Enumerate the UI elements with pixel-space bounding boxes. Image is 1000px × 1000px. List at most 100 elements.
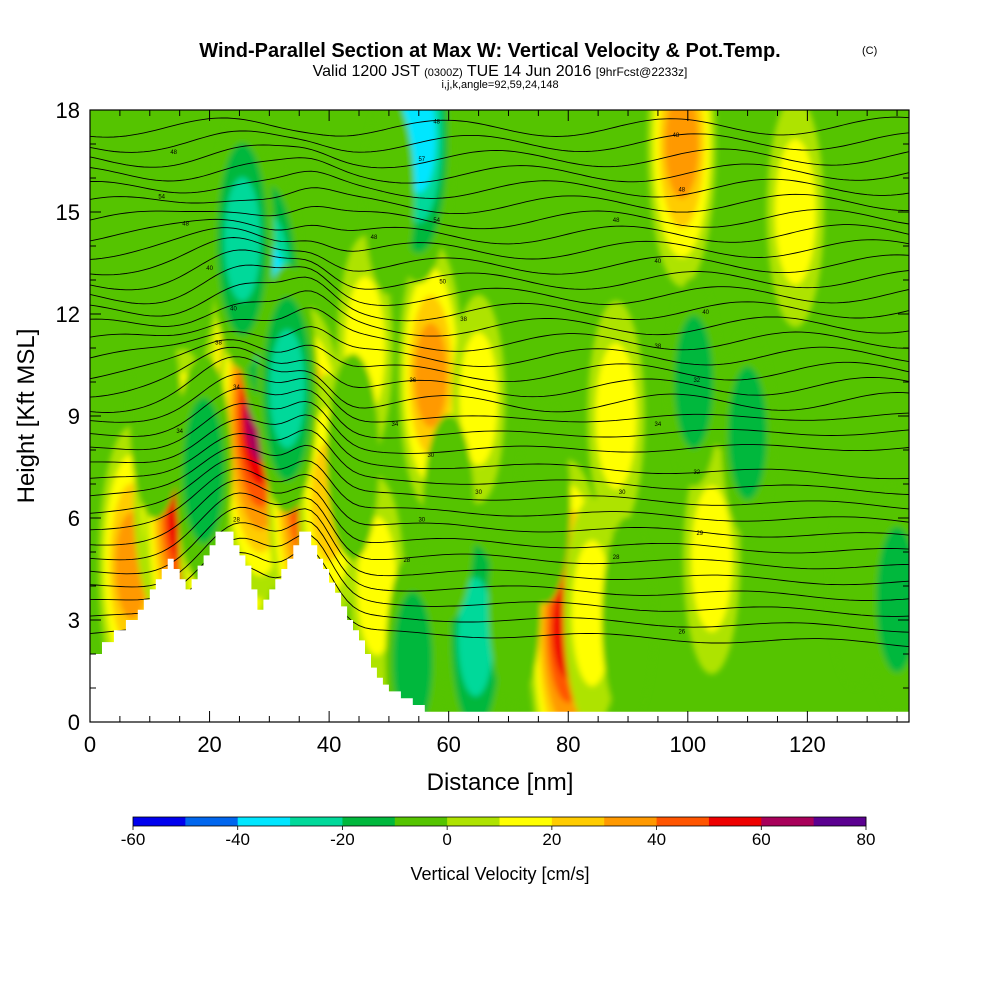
theta-contour-label: 28	[233, 517, 240, 523]
velocity-cell	[363, 110, 415, 295]
subtitle-utc: (0300Z)	[424, 67, 463, 79]
theta-contour	[90, 468, 909, 538]
theta-contour-label: 50	[439, 279, 446, 285]
theta-contour-label: 34	[392, 422, 399, 428]
theta-contour-label: 32	[693, 470, 700, 476]
theta-contour	[90, 205, 909, 230]
velocity-cell	[385, 551, 441, 722]
theta-contour-label: 48	[433, 120, 440, 126]
theta-contour-label: 34	[176, 429, 183, 435]
theta-contour-label: 34	[655, 422, 662, 428]
velocity-cell-level	[829, 484, 882, 688]
theta-contour-label: 48	[678, 188, 685, 194]
velocity-cell-level	[224, 177, 261, 301]
chart-title: Wind-Parallel Section at Max W: Vertical…	[199, 40, 780, 62]
theta-contour	[90, 227, 909, 260]
theta-contour	[90, 479, 909, 554]
velocity-cell-level	[601, 517, 655, 722]
colorbar-swatch	[447, 817, 500, 826]
theta-contour-label: 48	[673, 133, 680, 139]
velocity-cell	[868, 484, 909, 715]
theta-contour-label: 40	[702, 310, 709, 316]
theta-contour	[90, 387, 909, 439]
velocity-cell-level	[183, 397, 224, 544]
theta-contour-label: 40	[655, 259, 662, 265]
theta-contour-label: 28	[613, 555, 620, 561]
x-axis-title: Distance [nm]	[427, 769, 574, 796]
velocity-cell	[829, 484, 882, 688]
velocity-cell	[518, 398, 571, 604]
chart-title-group: Wind-Parallel Section at Max W: Vertical…	[199, 40, 877, 91]
theta-contour-label: 29	[696, 531, 703, 537]
x-tick-label: 60	[436, 732, 460, 757]
y-tick-label: 3	[68, 608, 80, 633]
x-tick-label: 20	[197, 732, 221, 757]
colorbar-tick-label: 0	[442, 830, 451, 849]
y-tick-label: 15	[56, 200, 80, 225]
theta-contour-label: 34	[233, 385, 240, 391]
theta-contour-label: 38	[215, 341, 222, 347]
velocity-cell-level	[422, 415, 475, 621]
velocity-cell-level	[728, 366, 767, 500]
colorbar-tick-label: 20	[542, 830, 561, 849]
velocity-cell	[256, 264, 318, 514]
colorbar-swatch	[133, 817, 186, 826]
velocity-cell-level	[393, 591, 433, 722]
theta-contour	[90, 130, 909, 153]
subtitle-forecast: [9hrFcst@2233z]	[596, 65, 688, 79]
terrain-mask	[90, 531, 909, 722]
velocity-cell-level	[269, 329, 306, 448]
theta-contour	[90, 307, 909, 352]
chart-subtitle-indices: i,j,k,angle=92,59,24,148	[441, 79, 558, 91]
axis-ticks	[89, 109, 909, 723]
colorbar-tick-labels: -60 -40 -20 0 20 40 60 80	[121, 830, 876, 849]
x-tick-label: 80	[556, 732, 580, 757]
colorbar	[132, 816, 867, 830]
theta-contour	[90, 144, 909, 169]
colorbar-swatch	[290, 817, 343, 826]
colorbar-swatch	[761, 817, 815, 826]
theta-contour	[90, 444, 909, 510]
theta-contour-label: 48	[182, 222, 189, 228]
theta-contour-label: 38	[460, 317, 467, 323]
velocity-field	[98, 110, 909, 722]
theta-contour-label: 54	[158, 194, 165, 200]
theta-contour-label: 38	[655, 344, 662, 350]
velocity-cell	[422, 415, 475, 621]
velocity-cell-level	[691, 485, 733, 632]
colorbar-tick-label: 40	[647, 830, 666, 849]
y-tick-label: 9	[68, 404, 80, 429]
theta-contour	[90, 492, 909, 570]
subtitle-date: TUE 14 Jun 2016	[467, 63, 592, 80]
theta-contour	[90, 520, 909, 601]
theta-contour-label: 40	[230, 307, 237, 313]
theta-contour	[90, 414, 909, 480]
theta-contour	[90, 429, 909, 495]
theta-contour-label: 54	[433, 218, 440, 224]
velocity-cell-level	[457, 577, 494, 697]
y-tick-label: 18	[56, 98, 80, 123]
colorbar-frame	[132, 816, 867, 827]
theta-contour-label: 48	[613, 218, 620, 224]
velocity-cell-level	[363, 110, 415, 295]
colorbar-title: Vertical Velocity [cm/s]	[410, 864, 589, 884]
theta-contour-label: 57	[418, 157, 425, 163]
theta-contour	[90, 157, 909, 184]
theta-contour-label: 30	[619, 490, 626, 496]
colorbar-swatch	[237, 817, 291, 826]
velocity-cell-level	[664, 110, 699, 199]
velocity-cell-level	[129, 313, 183, 519]
theta-contour	[90, 170, 909, 199]
colorbar-swatch	[708, 817, 762, 826]
theta-contour-label: 28	[403, 558, 410, 564]
velocity-cell-level	[414, 322, 448, 428]
theta-contour	[90, 249, 909, 291]
theta-contour	[90, 356, 909, 413]
colorbar-swatch	[656, 817, 710, 826]
theta-contour	[90, 237, 909, 276]
theta-contours	[90, 116, 909, 648]
theta-contour	[90, 218, 909, 245]
theta-contour-labels: 48 54 48 40 40 38 34 34 28 48 57 54 48 50 38 36 34 30 30 30…	[158, 120, 709, 636]
theta-contour	[90, 264, 909, 306]
colorbar-tick-label: -20	[330, 830, 355, 849]
